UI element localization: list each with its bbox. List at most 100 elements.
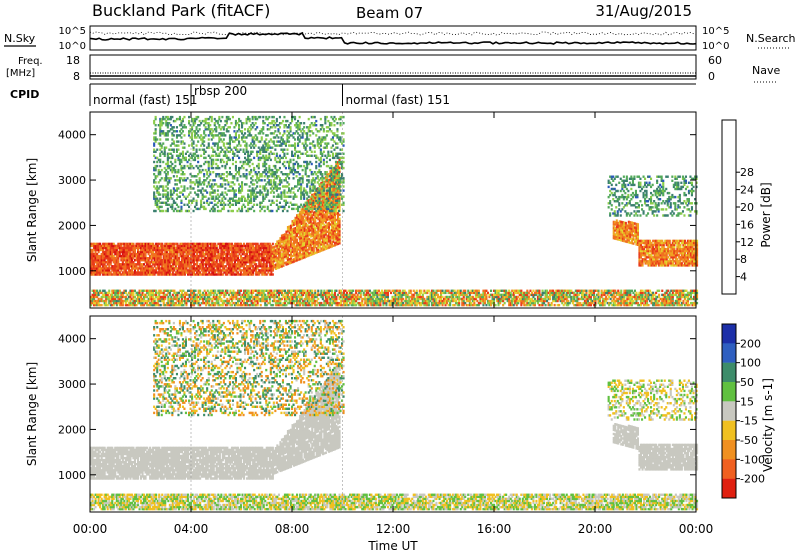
power-cell — [137, 254, 140, 258]
power-cell — [154, 195, 157, 198]
power-cell — [271, 261, 274, 264]
power-cell — [330, 130, 333, 133]
power-cell — [302, 248, 305, 251]
power-cell — [199, 273, 202, 276]
power-cell — [314, 237, 317, 240]
power-cell — [332, 240, 335, 243]
power-cell — [99, 269, 102, 272]
power-cell — [204, 207, 207, 211]
power-cell — [215, 267, 218, 270]
power-cell — [262, 261, 265, 264]
power-cell — [317, 238, 320, 241]
power-cell — [233, 244, 236, 248]
power-cell — [206, 263, 209, 266]
power-cell — [200, 261, 203, 264]
power-cell — [274, 265, 277, 268]
power-cell — [323, 219, 326, 222]
power-cell — [342, 160, 345, 164]
power-cell — [253, 252, 256, 256]
power-cell — [319, 201, 322, 204]
power-cell — [210, 183, 213, 186]
power-cell — [206, 267, 209, 270]
power-cell — [294, 247, 297, 250]
power-cell — [330, 222, 333, 226]
power-cell — [321, 228, 324, 231]
power-cell — [309, 235, 312, 238]
power-cell — [133, 252, 136, 256]
power-cell — [94, 257, 97, 260]
power-cell — [171, 248, 174, 252]
power-cell — [221, 183, 224, 186]
power-cell — [212, 263, 215, 266]
power-cell — [235, 250, 238, 254]
power-cell — [309, 233, 312, 236]
power-cell — [162, 160, 165, 164]
power-cell — [306, 214, 309, 217]
power-cell — [255, 248, 258, 252]
power-cell — [241, 269, 244, 272]
power-cell — [158, 250, 161, 254]
power-cell — [96, 273, 99, 276]
power-cell — [191, 267, 194, 270]
power-cell — [212, 246, 215, 250]
power-cell — [161, 267, 164, 270]
power-cell — [159, 193, 162, 196]
power-cell — [224, 248, 227, 252]
power-cell — [193, 271, 196, 274]
power-cell — [253, 203, 256, 206]
power-cell — [158, 248, 161, 252]
power-cell — [190, 261, 193, 264]
power-cell — [156, 242, 159, 246]
power-cell — [326, 242, 329, 246]
power-cell — [261, 267, 264, 270]
power-cell — [339, 122, 342, 125]
power-cell — [235, 263, 238, 266]
power-cell — [227, 263, 230, 266]
power-cell — [120, 254, 123, 258]
power-cell — [292, 207, 295, 211]
power-cell — [326, 212, 329, 215]
power-cell — [91, 259, 94, 262]
power-cell — [326, 181, 329, 184]
power-cell — [138, 250, 141, 254]
power-cell — [115, 257, 118, 260]
power-cell — [264, 244, 267, 248]
power-cell — [183, 265, 186, 268]
power-cell — [168, 250, 171, 254]
power-cell — [315, 154, 318, 157]
power-cell — [327, 197, 330, 200]
power-cell — [215, 259, 218, 262]
power-cell — [276, 240, 279, 243]
power-cell — [250, 263, 253, 266]
power-cell — [243, 273, 246, 276]
power-cell — [268, 164, 271, 168]
power-cell — [146, 244, 149, 248]
power-cell — [141, 246, 144, 250]
power-cell — [324, 219, 327, 222]
power-cell — [303, 252, 306, 255]
power-cell — [338, 240, 341, 243]
power-cell — [96, 257, 99, 260]
power-cell — [290, 224, 293, 228]
power-cell — [297, 225, 300, 229]
power-cell — [252, 259, 255, 262]
power-cell — [307, 175, 310, 178]
power-cell — [150, 242, 153, 246]
power-cell — [217, 271, 220, 274]
power-cell — [338, 227, 341, 231]
power-cell — [166, 199, 169, 202]
power-cell — [130, 252, 133, 256]
power-cell — [175, 175, 178, 178]
power-cell — [159, 261, 162, 264]
power-cell — [294, 193, 297, 196]
power-cell — [153, 138, 156, 141]
cpid-label: CPID — [10, 88, 39, 101]
power-cell — [335, 237, 338, 240]
power-cell — [294, 231, 297, 234]
power-cell — [226, 269, 229, 272]
power-cell — [126, 250, 129, 254]
power-cell — [269, 181, 272, 184]
power-cell — [162, 195, 165, 198]
power-cell — [147, 248, 150, 252]
power-cell — [279, 255, 282, 258]
